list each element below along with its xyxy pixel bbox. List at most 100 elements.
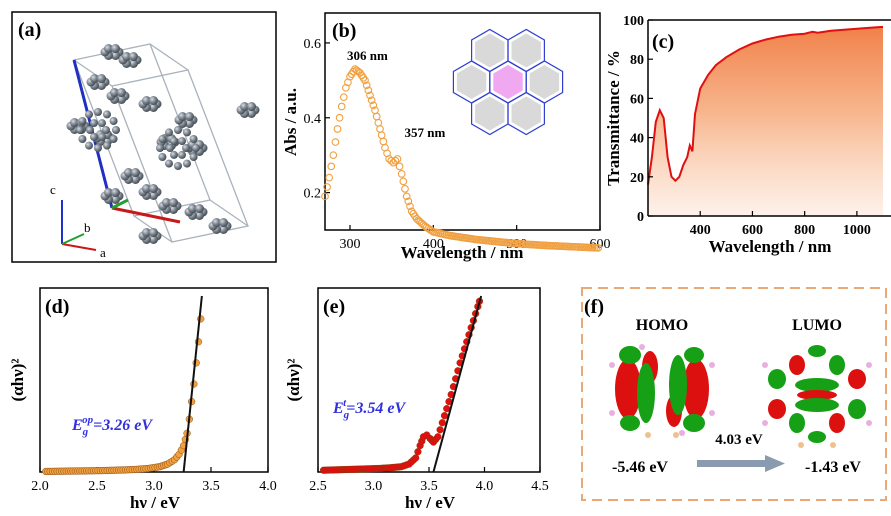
abs-point [376, 125, 384, 133]
atom [170, 150, 178, 159]
atom [131, 168, 140, 178]
atom [156, 144, 164, 152]
atom [158, 153, 167, 161]
ring-fill [475, 33, 505, 68]
ring-outline [507, 28, 546, 73]
abs-point [372, 112, 381, 121]
tauc-point [436, 426, 444, 434]
atom [170, 137, 178, 146]
atom [109, 117, 118, 125]
abs-point [397, 170, 406, 178]
atom [94, 108, 102, 116]
ring-fill [511, 96, 541, 131]
axis-a-label: a [100, 245, 106, 260]
panel-b-frame [324, 12, 601, 231]
atom [142, 96, 151, 106]
panel-b-xtick-label: 400 [423, 237, 444, 252]
atom [192, 144, 200, 152]
atom [149, 102, 158, 112]
panel-d-label: (d) [45, 296, 69, 318]
atom [169, 204, 178, 214]
panel-d-frame [39, 287, 269, 473]
panel-c-ytick-label: 40 [630, 132, 644, 147]
panel-c: (c) Transmittance / % Wavelength / nm 40… [604, 14, 891, 256]
abs-point [404, 197, 413, 206]
atom [94, 144, 102, 152]
abs-point [399, 177, 408, 186]
atom [162, 198, 171, 208]
panel-c-xtick-label: 800 [794, 223, 815, 238]
atom [178, 112, 187, 122]
abs-point [427, 226, 436, 235]
axis-c-label: c [50, 182, 56, 197]
abs-point [594, 244, 603, 252]
atom [247, 102, 256, 112]
atom [219, 224, 228, 234]
panel-c-xtick-label: 400 [690, 223, 711, 238]
atom [188, 204, 197, 214]
panel-c-ylabel: Transmittance / % [604, 50, 623, 186]
atom [189, 135, 198, 143]
atom [104, 188, 113, 198]
abs-point [361, 76, 369, 85]
panel-c-label: (c) [652, 31, 674, 53]
atom [165, 159, 173, 168]
panel-b: (b) Abs / a.u. Wavelength / nm 300 400 500… [281, 12, 611, 262]
atom [240, 102, 249, 112]
atom [111, 188, 120, 198]
atom [165, 128, 173, 137]
atom [142, 228, 151, 238]
atom [185, 112, 194, 122]
panel-e-xtick-label: 4.0 [476, 479, 494, 494]
panel-b-label: (b) [332, 20, 356, 42]
panel-d-xtick-label: 4.0 [259, 479, 277, 494]
bandgap-symbol: E [332, 400, 344, 417]
atom [86, 126, 94, 134]
panel-a-frame [11, 11, 277, 263]
panel-b-ytick-label: 0.4 [304, 112, 322, 127]
abs-point [333, 125, 342, 133]
panel-c-ytick-label: 80 [630, 53, 644, 68]
panel-b-xlabel: Wavelength / nm [401, 243, 524, 262]
panel-b-ytick-label: 0.2 [304, 187, 322, 202]
panel-d-ylabel: (αhν)² [8, 359, 27, 402]
abs-point [331, 138, 340, 146]
atom [129, 52, 138, 62]
ring-fill [456, 65, 487, 99]
atom [124, 168, 133, 178]
abs-point [327, 162, 336, 171]
peak-306-label: 306 nm [347, 48, 388, 63]
panel-f: (f) HOMO LUMO [581, 287, 887, 501]
atom [131, 174, 140, 184]
atom [103, 110, 111, 119]
panel-e: (e) (αhν)² hν / eV 2.5 3.0 3.5 4.0 4.5 Egt=3… [284, 287, 549, 512]
abs-point [402, 192, 411, 201]
lumo-orbital-icon [762, 345, 872, 448]
panel-c-xlabel: Wavelength / nm [709, 237, 832, 256]
atom [111, 44, 120, 54]
atom [169, 198, 178, 208]
coronene-molecule-icon [452, 28, 564, 136]
abs-point [366, 91, 374, 100]
axis-triad-icon: c b a [50, 182, 106, 260]
transmittance-line [647, 25, 884, 185]
tauc-point [412, 454, 420, 462]
panel-d-xtick-label: 2.0 [31, 479, 49, 494]
right-arrow-icon [697, 455, 785, 472]
linear-fit-line [182, 295, 203, 473]
panel-e-frame [317, 287, 541, 473]
homo-label: HOMO [636, 317, 688, 334]
bandgap-superscript: t [343, 397, 347, 409]
panel-e-xtick-label: 3.0 [365, 479, 383, 494]
lumo-energy-label: -1.43 eV [805, 459, 861, 476]
atom [98, 119, 106, 128]
atom [212, 218, 221, 228]
ring-fill [529, 65, 560, 99]
atom [98, 132, 106, 141]
panel-b-xtick-label: 300 [340, 237, 361, 252]
panel-d-xtick-label: 2.5 [88, 479, 106, 494]
bandgap-symbol: E [71, 417, 83, 434]
peak-357-label: 357 nm [405, 125, 446, 140]
abs-point [323, 183, 331, 191]
bandgap-value: =3.26 eV [93, 417, 153, 434]
